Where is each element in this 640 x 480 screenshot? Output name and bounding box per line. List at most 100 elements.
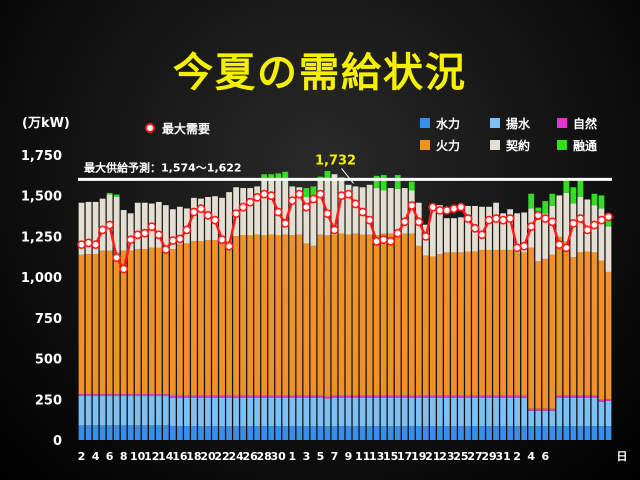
bar-segment [415, 397, 422, 427]
bar-segment [148, 396, 155, 426]
bar-segment [394, 395, 401, 398]
bar-segment [408, 397, 415, 427]
bar-segment [127, 396, 134, 426]
bar-segment [282, 171, 289, 179]
bar-segment [113, 425, 120, 440]
bar-segment [268, 397, 275, 427]
max-demand-point [140, 228, 150, 238]
bar-segment [240, 426, 246, 440]
max-demand-point [182, 225, 192, 235]
max-demand-point [147, 222, 157, 232]
peak-value-label: 1,732 [315, 153, 356, 168]
bar-segment [247, 235, 254, 396]
max-demand-point [189, 207, 199, 217]
bar-segment [387, 397, 394, 427]
bar-segment [92, 425, 99, 440]
max-demand-point [449, 204, 459, 214]
bar-segment [380, 190, 387, 234]
bar-segment [254, 395, 261, 398]
bar-segment [556, 426, 563, 440]
bar-segment [366, 184, 373, 235]
max-demand-point [554, 240, 564, 249]
bar-segment [338, 426, 345, 440]
bar-segment [226, 397, 232, 427]
bar-segment [408, 190, 415, 234]
bar-segment [563, 426, 570, 440]
bar-segment [282, 234, 289, 396]
bar-segment [549, 408, 556, 411]
bar-segment [191, 197, 197, 241]
bar-segment [275, 426, 282, 440]
bar-segment [415, 426, 422, 440]
max-demand-point [583, 225, 592, 235]
bar-segment [429, 207, 436, 257]
bar-segment [387, 188, 394, 234]
bar-segment [422, 255, 429, 396]
max-demand-point [168, 236, 178, 245]
x-tick-label: 26 [242, 450, 258, 463]
bar-segment [261, 235, 268, 396]
bar-segment [598, 260, 605, 400]
bar-segment [261, 426, 268, 440]
x-tick-label: 24 [228, 450, 244, 463]
bar-segment [198, 198, 204, 241]
legend-swatch [490, 118, 500, 128]
bar-segment [212, 397, 218, 427]
bar-segment [472, 426, 478, 440]
bar-segment [303, 197, 310, 244]
bar-segment [591, 252, 598, 396]
bar-segment [401, 426, 408, 440]
x-tick-label: 15 [383, 450, 398, 463]
bar-segment [141, 425, 148, 440]
bar-segment [577, 197, 584, 253]
bar-segment [570, 203, 577, 258]
max-demand-point [91, 240, 100, 249]
bar-segment [99, 250, 106, 395]
bar-segment [444, 397, 450, 427]
bar-segment [254, 426, 261, 440]
bar-segment [268, 426, 275, 440]
x-tick-label: 30 [271, 450, 287, 463]
x-tick-label: 9 [345, 450, 353, 463]
bar-segment [310, 397, 317, 427]
bar-segment [127, 394, 134, 397]
bar-segment [289, 395, 296, 398]
bar-segment [584, 395, 591, 398]
bar-segment [373, 235, 380, 396]
bar-segment [191, 395, 197, 398]
bar-segment [542, 410, 549, 427]
max-demand-point [442, 205, 452, 215]
bar-segment [345, 426, 352, 440]
bar-segment [401, 397, 408, 427]
bar-segment [106, 250, 113, 395]
bar-segment [479, 206, 485, 250]
bar-segment [310, 245, 317, 396]
max-demand-point [597, 215, 606, 225]
legend-swatch [490, 140, 500, 150]
bar-segment [191, 240, 197, 396]
bar-segment [373, 397, 380, 427]
bar-segment [549, 254, 556, 409]
bar-segment [268, 395, 275, 398]
max-demand-point [414, 217, 424, 227]
x-tick-label: 20 [200, 450, 216, 463]
bar-segment [78, 394, 85, 397]
bar-segment [205, 395, 211, 398]
max-demand-point [287, 196, 297, 205]
bar-segment [275, 395, 282, 398]
bar-segment [191, 397, 197, 427]
max-demand-point [379, 235, 388, 245]
bar-segment [289, 397, 296, 427]
bar-segment [542, 408, 549, 411]
bar-segment [570, 426, 577, 440]
bar-segment [577, 397, 584, 427]
bar-segment [556, 195, 563, 237]
bar-segment [577, 395, 584, 398]
bar-segment [141, 394, 148, 397]
bar-segment [436, 254, 443, 396]
bar-segment [303, 188, 310, 198]
max-demand-point [569, 218, 578, 228]
bar-segment [331, 397, 338, 427]
bar-segment [577, 180, 584, 198]
